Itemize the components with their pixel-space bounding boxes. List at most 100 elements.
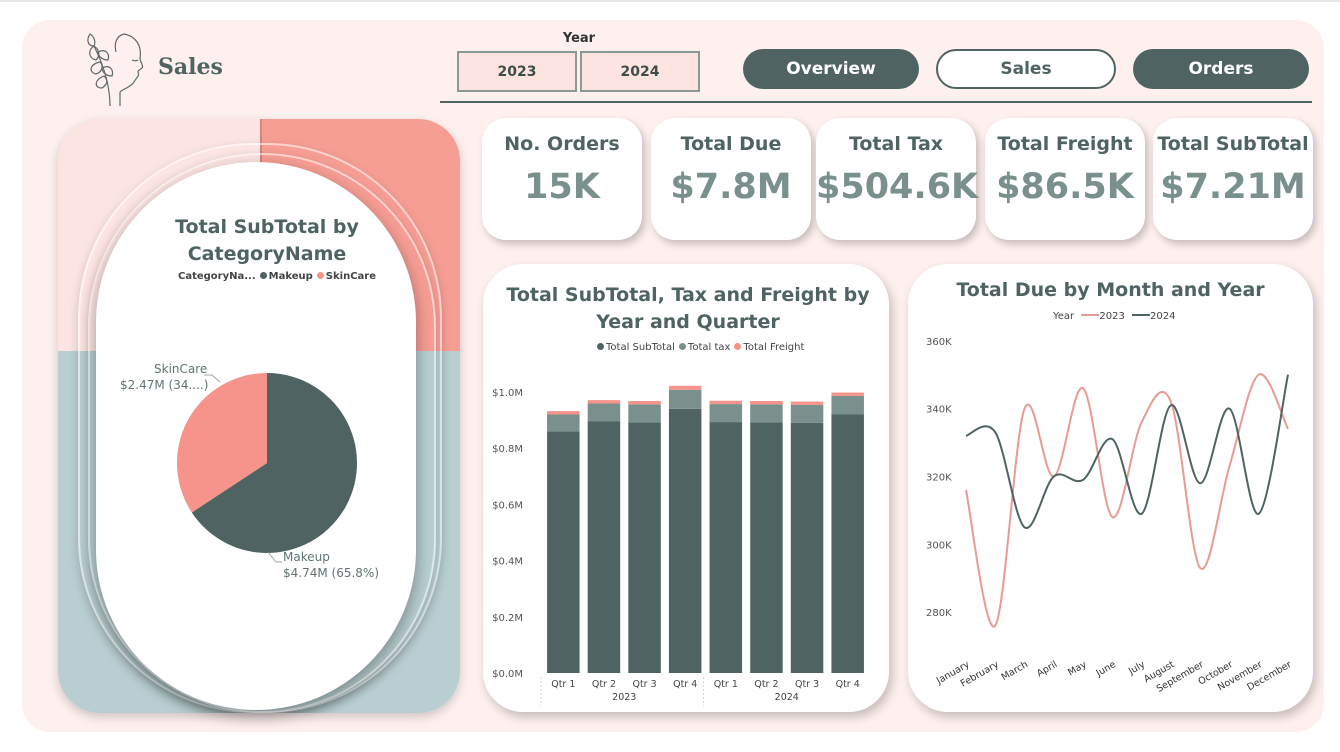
bar-segment[interactable] [750,422,783,673]
y-tick-label: 340K [926,405,952,416]
pie-legend-skincare: SkinCare [325,271,376,282]
line-chart-legend: Year 2023 2024 [1053,311,1175,322]
year-button-2023[interactable]: 2023 [457,51,577,92]
header-divider [440,101,1312,103]
legend-dot-tax [678,343,686,350]
bar-segment[interactable] [831,414,864,673]
pie-label-makeup-value: $4.74M (65.8%) [283,566,380,580]
top-border [0,0,1340,2]
bar-segment[interactable] [587,403,621,422]
legend-subtotal: Total SubTotal [606,342,675,353]
legend-freight: Total Freight [743,342,805,353]
pie-label-skincare-name: SkinCare [154,362,208,376]
x-tick-label: April [1035,659,1059,679]
face-leaf-logo-icon [87,33,144,107]
kpi-value: $7.8M [670,167,792,207]
year-filter-label: Year [562,31,596,46]
legend-2024: 2024 [1150,311,1176,322]
legend-dot-subtotal [597,343,604,350]
kpi-value: 15K [524,167,600,207]
y-tick-label: $0.0M [492,669,523,680]
nav-overview-button[interactable]: Overview [743,49,919,89]
y-tick-label: $0.2M [492,613,523,624]
legend-dot-makeup [259,272,267,279]
x-tick-label: June [1094,659,1118,679]
x-tick-label: Qtr 3 [795,679,819,690]
pie-label-skincare-value: $2.47M (34....) [120,378,209,392]
bar-segment[interactable] [587,400,621,404]
kpi-title: Total Freight [997,133,1133,155]
bar-chart-legend: Total SubTotal Total tax Total Freight [593,342,804,353]
kpi-title: Total Tax [848,133,944,155]
decor-ring-middle [88,153,436,713]
bar-segment[interactable] [587,421,621,673]
pie-slice-makeup[interactable] [191,373,357,553]
y-tick-label: 360K [926,337,952,348]
pie-chart-title: Total SubTotal by CategoryName [175,216,359,265]
x-group-label: 2024 [775,692,799,703]
page-title: Sales [158,54,223,80]
legend-dot-skincare [316,272,324,279]
bar-segment[interactable] [790,404,824,423]
pie-legend-makeup: Makeup [268,271,313,282]
legend-line-2024 [1132,314,1150,316]
year-button-2024[interactable]: 2024 [580,51,700,92]
kpi-card-total-freight: Total Freight $86.5K [985,118,1145,240]
bar-segment[interactable] [668,389,702,409]
kpi-value: $86.5K [996,167,1134,207]
stacked-bar-chart: $0.0M $0.2M $0.4M $0.6M $0.8M $1.0M Qtr 1 Qtr 2… [492,385,864,706]
y-tick-label: $0.8M [492,444,523,455]
x-tick-label: Qtr 4 [836,679,860,690]
pie-legend-title: CategoryNa... [178,271,256,282]
x-tick-label: May [1066,659,1089,679]
line-chart: 280K300K320K340K360KJanuaryFebruaryMarch… [926,337,1294,695]
kpi-card-total-tax: Total Tax $504.6K [816,118,978,240]
bar-segment[interactable] [709,404,743,423]
x-tick-label: Qtr 2 [754,679,778,690]
kpi-title: Total Due [680,133,782,155]
x-tick-label: Qtr 4 [673,679,697,690]
line-series-2024[interactable] [965,374,1289,529]
bar-segment[interactable] [628,400,661,405]
y-tick-label: $0.6M [492,500,523,511]
pie-chart [177,373,357,553]
y-tick-label: 320K [926,472,952,483]
x-group-label: 2023 [612,692,636,703]
bar-segment[interactable] [831,392,864,396]
pie-label-makeup-name: Makeup [283,550,330,564]
x-tick-label: Qtr 1 [714,679,738,690]
bar-segment[interactable] [668,408,702,673]
x-tick-label: March [999,659,1030,683]
x-tick-label: Qtr 1 [551,679,575,690]
kpi-card-total-subtotal: Total SubTotal $7.21M [1153,118,1313,240]
kpi-card-orders: No. Orders 15K [482,118,642,240]
nav-orders-button[interactable]: Orders [1133,49,1309,89]
line-legend-title: Year [1053,311,1075,322]
pie-slice-skincare[interactable] [177,373,267,513]
bar-segment[interactable] [668,385,702,390]
bar-segment[interactable] [750,404,783,423]
y-tick-label: $1.0M [492,388,523,399]
bar-segment[interactable] [547,414,580,432]
bar-segment[interactable] [709,400,743,405]
bar-segment[interactable] [547,411,580,415]
x-tick-label: Qtr 2 [592,679,616,690]
bar-segment[interactable] [628,404,661,423]
kpi-card-total-due: Total Due $7.8M [651,118,811,240]
bar-segment[interactable] [709,422,743,673]
kpi-title: No. Orders [504,133,620,155]
y-tick-label: 300K [926,540,952,551]
bar-segment[interactable] [831,395,864,415]
y-tick-label: $0.4M [492,557,523,568]
bar-segment[interactable] [750,400,783,405]
kpi-title: Total SubTotal [1157,133,1309,155]
bar-segment[interactable] [547,431,580,673]
bar-chart-title: Total SubTotal, Tax and Freight by Year … [506,284,870,333]
bar-segment[interactable] [628,422,661,673]
bar-segment[interactable] [790,401,824,405]
bar-segment[interactable] [790,422,824,673]
kpi-value: $7.21M [1160,167,1306,207]
nav-sales-button[interactable]: Sales [936,49,1116,89]
legend-line-2023 [1081,314,1100,316]
legend-tax: Total tax [687,342,731,353]
